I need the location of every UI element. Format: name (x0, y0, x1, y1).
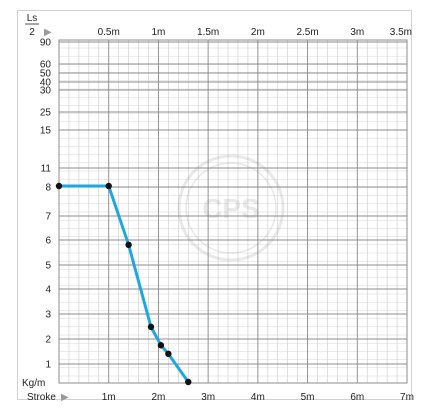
grid-major (59, 40, 407, 383)
data-point (105, 182, 112, 190)
y-axis-tick-label: 5 (45, 261, 51, 272)
x-axis-tick-label: 4m (251, 392, 265, 403)
y-axis-tick-label: 30 (40, 86, 52, 97)
data-point (147, 323, 155, 331)
top-axis-ticks: 0.5m 1m 1.5m 2m 2.5m 3m 3.5m (98, 27, 412, 38)
x-axis-tick-label: 6m (350, 392, 364, 403)
top-axis-label-numerator: Ls (27, 13, 38, 24)
top-axis-tick-label: 3.5m (390, 27, 412, 38)
x-axis-ticks: 1m 2m 3m 4m 5m 6m 7m (102, 392, 414, 403)
data-point (55, 182, 63, 190)
x-axis-tick-label: 2m (151, 392, 165, 403)
x-axis-tick-label: 5m (301, 392, 315, 403)
series-layer (55, 182, 192, 386)
top-axis-label-denominator: 2 (29, 27, 35, 38)
y-axis-tick-label: 25 (40, 108, 52, 119)
y-axis-tick-label: 4 (45, 285, 51, 296)
x-axis-label: Stroke ▶ (27, 392, 69, 403)
watermark-text: CPS (202, 193, 260, 224)
x-axis-tick-label: 7m (400, 392, 414, 403)
x-axis-label-text: Stroke (27, 392, 56, 403)
y-axis-tick-label: 90 (40, 38, 52, 49)
y-axis-tick-label: 15 (40, 126, 52, 137)
cps-watermark: CPS (177, 154, 285, 262)
y-axis-tick-label: 2 (45, 335, 51, 346)
y-axis-tick-label: 40 (40, 78, 52, 89)
x-axis-arrow-icon: ▶ (61, 392, 69, 403)
top-axis-tick-label: 1.5m (197, 27, 219, 38)
data-point (125, 241, 132, 248)
x-axis-tick-label: 1m (102, 392, 116, 403)
y-axis-tick-label: 60 (40, 60, 52, 71)
data-point (157, 342, 165, 349)
top-axis-tick-label: 2.5m (296, 27, 318, 38)
top-axis-arrow-icon: ▶ (44, 27, 52, 38)
data-point (185, 378, 192, 386)
y-axis-tick-label: 1 (45, 360, 51, 371)
y-axis-label: Kg/m (22, 378, 45, 389)
top-axis-tick-label: 2m (251, 27, 265, 38)
top-axis-tick-label: 0.5m (98, 27, 120, 38)
y-axis-tick-label: 8 (45, 183, 51, 194)
data-point (165, 350, 172, 358)
y-axis-tick-label: 7 (45, 212, 51, 223)
y-axis-tick-label: 11 (41, 164, 52, 175)
top-axis-label: Ls 2 ▶ (25, 13, 52, 38)
x-axis-tick-label: 3m (201, 392, 215, 403)
top-axis-tick-label: 3m (350, 27, 364, 38)
plot-frame (58, 39, 408, 384)
top-axis-tick-label: 1m (151, 27, 165, 38)
y-axis-tick-label: 50 (40, 69, 52, 80)
y-axis-tick-label: 6 (45, 236, 51, 247)
y-axis-tick-label: 3 (45, 310, 51, 321)
